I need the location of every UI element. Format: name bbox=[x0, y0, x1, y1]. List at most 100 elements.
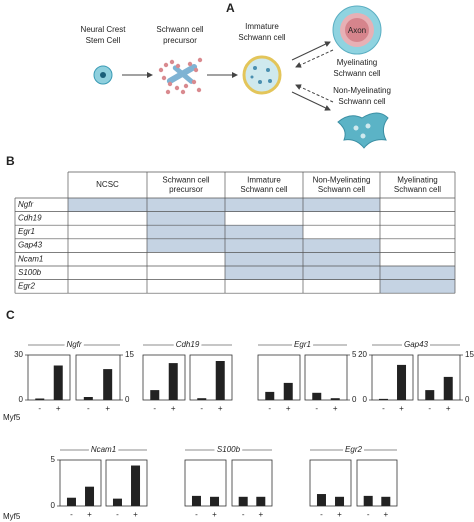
expression-cell bbox=[225, 198, 303, 212]
cell-label: Schwann cell bbox=[338, 97, 385, 106]
gene-label: Egr2 bbox=[18, 282, 35, 291]
bar bbox=[316, 494, 326, 506]
expression-cell bbox=[147, 198, 225, 212]
x-tick-label: - bbox=[428, 404, 431, 413]
column-header: Schwann cell bbox=[240, 185, 287, 194]
bar bbox=[265, 391, 275, 400]
plot-frame bbox=[356, 459, 398, 507]
y-tick-label: 5 bbox=[51, 455, 56, 464]
non-myelinating-cell bbox=[337, 112, 389, 149]
x-tick-label: - bbox=[315, 404, 318, 413]
axon bbox=[345, 18, 369, 42]
gene-label: Gap43 bbox=[18, 241, 43, 250]
x-tick-label: + bbox=[258, 510, 263, 519]
expression-cell bbox=[147, 238, 225, 253]
cell-label: Schwann cell bbox=[333, 69, 380, 78]
bar bbox=[191, 495, 201, 506]
bar bbox=[330, 398, 340, 400]
plot-frame bbox=[142, 354, 186, 401]
panel-letter: C bbox=[6, 308, 15, 322]
expression-cell bbox=[225, 225, 303, 239]
bar bbox=[397, 364, 407, 400]
gene-label: Cdh19 bbox=[18, 214, 42, 223]
bar bbox=[210, 496, 220, 506]
bar bbox=[35, 398, 45, 400]
column-header: Non-Myelinating bbox=[313, 175, 371, 184]
expression-cell bbox=[225, 266, 303, 280]
plot-frame bbox=[105, 459, 148, 507]
expression-cell bbox=[303, 238, 380, 253]
axon-dots bbox=[250, 66, 272, 84]
x-tick-label: + bbox=[171, 404, 176, 413]
plot-frame bbox=[309, 459, 352, 507]
chart-title: Ngfr bbox=[66, 340, 81, 349]
bar bbox=[131, 465, 141, 506]
y-tick-label: 20 bbox=[358, 350, 367, 359]
plot-frame bbox=[371, 354, 414, 401]
arrow bbox=[291, 41, 331, 61]
expression-cell bbox=[303, 198, 380, 212]
axon-label: Axon bbox=[348, 26, 366, 35]
x-tick-label: + bbox=[286, 404, 291, 413]
bar bbox=[85, 486, 95, 506]
cell-label: Myelinating bbox=[337, 58, 377, 67]
x-tick-label: - bbox=[87, 404, 90, 413]
y-tick-label: 15 bbox=[125, 350, 134, 359]
y-tick-label: 0 bbox=[51, 501, 56, 510]
expression-cell bbox=[225, 252, 303, 266]
bar bbox=[103, 369, 113, 400]
cell-label: Immature bbox=[245, 22, 279, 31]
bar bbox=[283, 382, 293, 400]
expression-cell bbox=[303, 252, 380, 266]
cell-label: Non-Myelinating bbox=[333, 86, 391, 95]
y-tick-label: 0 bbox=[19, 395, 24, 404]
expression-cell bbox=[147, 225, 225, 239]
x-tick-label: - bbox=[116, 510, 119, 519]
bar bbox=[335, 496, 345, 506]
expression-cell bbox=[380, 279, 455, 294]
plot-frame bbox=[417, 354, 461, 401]
x-tick-label: - bbox=[320, 510, 323, 519]
gene-label: Egr1 bbox=[18, 227, 35, 236]
chart-title: Egr2 bbox=[345, 445, 362, 454]
gene-label: Ncam1 bbox=[18, 254, 43, 263]
cell-label: Neural Crest bbox=[81, 25, 127, 34]
y-tick-label: 30 bbox=[14, 350, 23, 359]
plot-frame bbox=[75, 354, 121, 401]
bar bbox=[66, 497, 76, 506]
x-tick-label: - bbox=[38, 404, 41, 413]
y-tick-label: 0 bbox=[352, 395, 357, 404]
x-tick-label: + bbox=[333, 404, 338, 413]
arrow bbox=[291, 91, 331, 111]
chart-title: Ncam1 bbox=[91, 445, 116, 454]
x-tick-label: - bbox=[70, 510, 73, 519]
panel-letter: B bbox=[6, 154, 15, 168]
x-tick-label: - bbox=[200, 404, 203, 413]
y-tick-label: 0 bbox=[125, 395, 130, 404]
chart-title: Egr1 bbox=[294, 340, 311, 349]
column-header: Immature bbox=[247, 175, 281, 184]
panel-letter: A bbox=[226, 1, 235, 15]
bar bbox=[112, 498, 122, 506]
immature-cell bbox=[242, 55, 282, 95]
plot-frame bbox=[257, 354, 301, 401]
column-header: Myelinating bbox=[397, 175, 437, 184]
x-tick-label: + bbox=[212, 510, 217, 519]
arrow bbox=[295, 49, 334, 68]
x-tick-label: - bbox=[268, 404, 271, 413]
y-tick-label: 5 bbox=[352, 350, 357, 359]
bar bbox=[378, 398, 388, 400]
x-axis-label: Myf5 bbox=[3, 512, 21, 521]
x-tick-label: + bbox=[446, 404, 451, 413]
x-tick-label: + bbox=[133, 510, 138, 519]
bar bbox=[83, 397, 93, 400]
x-tick-label: + bbox=[399, 404, 404, 413]
x-tick-label: + bbox=[56, 404, 61, 413]
nucleus bbox=[100, 72, 106, 78]
x-tick-label: - bbox=[242, 510, 245, 519]
gene-label: S100b bbox=[18, 268, 42, 277]
y-tick-label: 15 bbox=[465, 350, 474, 359]
expression-cell bbox=[225, 238, 303, 253]
